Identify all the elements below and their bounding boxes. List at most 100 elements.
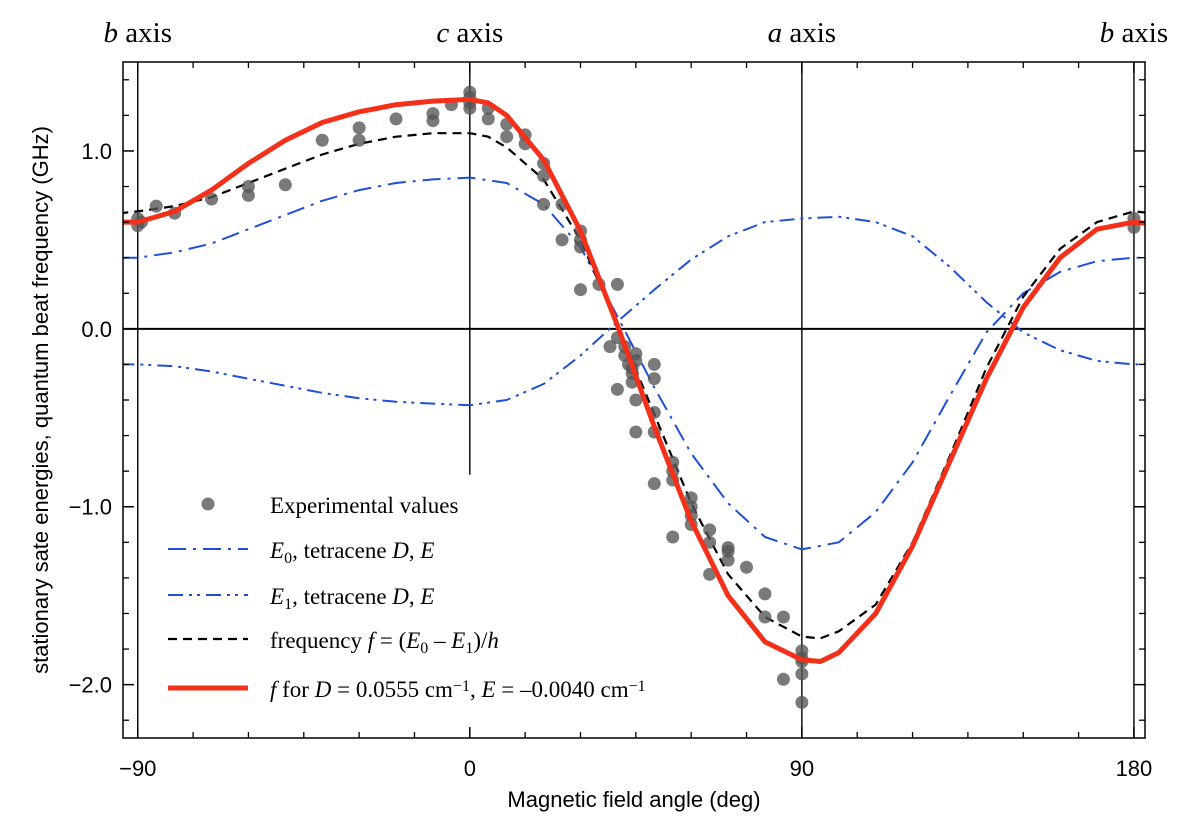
reference-lines (123, 62, 1145, 738)
legend-label-part: Experimental values (270, 493, 458, 518)
data-point (795, 695, 809, 709)
legend-label-part: , tetracene (292, 584, 392, 609)
data-point (603, 340, 617, 354)
x-tick-label: 180 (1116, 756, 1153, 781)
axis-direction-letter: c (436, 17, 449, 49)
data-point (352, 121, 366, 135)
data-point (481, 112, 495, 126)
legend-label-part: D (391, 584, 409, 609)
data-point (776, 610, 790, 624)
legend-label-part: )/ (473, 628, 488, 653)
legend-label-part: 0 (420, 640, 428, 657)
legend-label-part: frequency (270, 628, 368, 653)
x-tick-label: −90 (119, 756, 156, 781)
data-point (241, 180, 255, 194)
data-point (647, 357, 661, 371)
data-point (1146, 200, 1159, 213)
data-point (776, 672, 790, 686)
axis-direction-word: axis (449, 17, 503, 49)
axis-direction-label: b axis (1100, 17, 1168, 49)
legend-label-part: – (428, 628, 451, 653)
y-tick-label: 1.0 (81, 139, 112, 164)
data-point (610, 277, 624, 291)
data-point (703, 567, 717, 581)
legend-label-part: , (409, 584, 421, 609)
x-tick-label: 90 (790, 756, 814, 781)
data-point (647, 477, 661, 491)
legend-label-part: = –0.0040 cm (496, 677, 629, 702)
data-point (149, 199, 163, 213)
data-point (389, 112, 403, 126)
data-point (205, 192, 219, 206)
legend-label-part: = ( (374, 628, 406, 653)
x-axis-title: Magnetic field angle (deg) (507, 787, 760, 812)
legend-label-part: , tetracene (292, 538, 392, 563)
legend-label-part: E (405, 628, 420, 653)
legend-label-part: , (409, 538, 421, 563)
legend-label-part: −1 (453, 678, 470, 695)
data-point (647, 372, 661, 386)
y-tick-label: −2.0 (69, 673, 112, 698)
data-point (278, 178, 292, 192)
data-point (684, 491, 698, 505)
data-point (426, 114, 440, 128)
legend-label: E0, tetracene D, E (269, 538, 434, 567)
legend-label-part: E (480, 677, 495, 702)
legend-label-part: 1 (284, 596, 292, 613)
legend-label: E1, tetracene D, E (269, 584, 434, 613)
series-line-E0 (123, 176, 1145, 551)
series-line-E1 (123, 215, 1145, 407)
legend-label-part: f (270, 677, 280, 702)
data-point (537, 197, 551, 211)
legend-label-part: E (269, 584, 284, 609)
axis-direction-label: a axis (768, 17, 836, 49)
legend-label: f for D = 0.0555 cm−1, E = –0.0040 cm−1 (270, 677, 646, 702)
legend-label-part: f (368, 628, 378, 653)
axis-direction-label: c axis (436, 17, 503, 49)
data-point (666, 530, 680, 544)
legend-label-part: E (450, 628, 465, 653)
legend-label-part: E (419, 584, 434, 609)
legend-label-part: for (276, 677, 314, 702)
x-tick-label: 0 (464, 756, 476, 781)
data-point (629, 393, 643, 407)
series-layer (123, 85, 1159, 709)
series-line-fit (123, 96, 1145, 664)
data-point (629, 425, 643, 439)
data-point (352, 133, 366, 147)
y-axis: −2.0 −1.0 0.0 1.0 (69, 79, 1145, 721)
axis-direction-word: axis (1114, 17, 1168, 49)
data-point (500, 130, 514, 144)
x-axis: −90 0 90 180 (119, 62, 1152, 781)
legend-marker (201, 497, 215, 511)
data-point (463, 101, 477, 115)
data-point (740, 560, 754, 574)
legend-label-part: D (314, 677, 332, 702)
y-tick-label: 0.0 (81, 317, 112, 342)
legend-label-part: 0 (284, 550, 292, 567)
axis-direction-word: axis (118, 17, 172, 49)
legend-label-part: 1 (465, 640, 473, 657)
y-axis-title: stationary sate energies, quantum beat f… (28, 126, 53, 674)
legend-label-part: E (419, 538, 434, 563)
data-point (703, 535, 717, 549)
axis-direction-letter: b (1100, 17, 1115, 49)
legend-label-part: h (487, 628, 499, 653)
data-point (758, 587, 772, 601)
data-point (721, 553, 735, 567)
data-point (574, 283, 588, 297)
axis-direction-letter: b (104, 17, 119, 49)
axis-direction-label: b axis (104, 17, 172, 49)
legend-label-part: = 0.0555 cm (331, 677, 453, 702)
y-tick-label: −1.0 (69, 495, 112, 520)
top-labels: b axis c axis a axis b axis (104, 17, 1169, 49)
legend-label-part: , (470, 677, 482, 702)
legend-label-part: E (269, 538, 284, 563)
data-point (315, 133, 329, 147)
data-point (555, 233, 569, 247)
axis-direction-word: axis (782, 17, 836, 49)
data-point (610, 382, 624, 396)
axis-direction-letter: a (768, 17, 783, 49)
